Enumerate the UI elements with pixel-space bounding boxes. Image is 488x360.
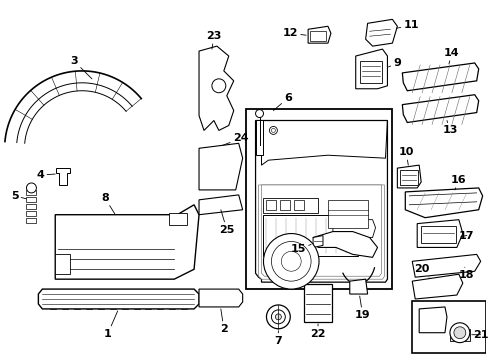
Bar bbox=[169, 213, 187, 225]
Polygon shape bbox=[56, 168, 70, 185]
Circle shape bbox=[449, 323, 469, 343]
Text: 15: 15 bbox=[290, 244, 310, 255]
Bar bbox=[263, 198, 317, 213]
Text: 23: 23 bbox=[206, 31, 221, 49]
Polygon shape bbox=[449, 329, 469, 341]
Circle shape bbox=[263, 234, 318, 289]
Text: 24: 24 bbox=[223, 133, 248, 145]
Text: 6: 6 bbox=[273, 93, 292, 111]
Polygon shape bbox=[261, 185, 381, 276]
Bar bbox=[266, 200, 276, 210]
Polygon shape bbox=[199, 46, 233, 130]
Circle shape bbox=[26, 183, 36, 193]
Polygon shape bbox=[355, 49, 386, 89]
Text: 9: 9 bbox=[387, 58, 401, 68]
Circle shape bbox=[266, 305, 290, 329]
Polygon shape bbox=[365, 19, 397, 46]
Polygon shape bbox=[402, 95, 478, 122]
Text: 13: 13 bbox=[441, 121, 457, 135]
Text: 19: 19 bbox=[354, 296, 370, 320]
Text: 7: 7 bbox=[274, 331, 282, 346]
Polygon shape bbox=[255, 121, 386, 282]
Text: 16: 16 bbox=[450, 175, 466, 190]
Text: 2: 2 bbox=[220, 309, 227, 334]
Text: 4: 4 bbox=[36, 170, 55, 180]
Circle shape bbox=[255, 109, 263, 117]
Polygon shape bbox=[312, 231, 377, 257]
Text: 25: 25 bbox=[219, 210, 234, 235]
Text: 12: 12 bbox=[282, 28, 305, 38]
Bar bbox=[26, 204, 36, 209]
Text: 10: 10 bbox=[398, 147, 413, 165]
Bar bbox=[26, 211, 36, 216]
Text: 20: 20 bbox=[414, 264, 429, 277]
Text: 5: 5 bbox=[11, 191, 26, 201]
Bar bbox=[245, 109, 391, 289]
Text: 21: 21 bbox=[471, 330, 488, 340]
Bar bbox=[26, 190, 36, 195]
Circle shape bbox=[275, 314, 281, 320]
Text: 14: 14 bbox=[443, 48, 459, 64]
Text: 8: 8 bbox=[101, 193, 115, 214]
Bar bbox=[420, 226, 455, 243]
Bar bbox=[327, 200, 367, 228]
Text: 18: 18 bbox=[458, 267, 473, 280]
Bar bbox=[304, 284, 331, 322]
Circle shape bbox=[281, 251, 301, 271]
Bar bbox=[280, 200, 290, 210]
Bar bbox=[255, 121, 263, 155]
Polygon shape bbox=[411, 274, 462, 299]
Polygon shape bbox=[307, 26, 330, 43]
Bar bbox=[309, 31, 325, 41]
Polygon shape bbox=[258, 185, 384, 279]
Circle shape bbox=[271, 129, 275, 132]
Polygon shape bbox=[38, 289, 199, 309]
Polygon shape bbox=[312, 235, 323, 247]
Polygon shape bbox=[349, 279, 367, 294]
Polygon shape bbox=[416, 220, 462, 247]
Bar bbox=[26, 218, 36, 222]
Polygon shape bbox=[405, 188, 482, 218]
Bar bbox=[294, 200, 304, 210]
Bar bbox=[411, 301, 485, 352]
Polygon shape bbox=[402, 63, 478, 91]
Bar bbox=[400, 170, 417, 185]
Bar bbox=[359, 61, 381, 83]
Circle shape bbox=[271, 310, 285, 324]
Text: 1: 1 bbox=[104, 311, 118, 339]
Circle shape bbox=[211, 79, 225, 93]
Polygon shape bbox=[411, 255, 480, 277]
Bar bbox=[263, 215, 357, 256]
Bar bbox=[55, 255, 70, 274]
Polygon shape bbox=[332, 220, 375, 238]
Text: 3: 3 bbox=[70, 56, 92, 79]
Polygon shape bbox=[199, 289, 242, 307]
Circle shape bbox=[453, 327, 465, 339]
Circle shape bbox=[269, 126, 277, 134]
Text: 22: 22 bbox=[310, 324, 325, 339]
Polygon shape bbox=[418, 307, 446, 333]
Polygon shape bbox=[397, 165, 420, 188]
Text: 17: 17 bbox=[458, 230, 473, 240]
Polygon shape bbox=[55, 205, 199, 279]
Bar bbox=[26, 197, 36, 202]
Circle shape bbox=[271, 242, 310, 281]
Polygon shape bbox=[199, 143, 242, 190]
Polygon shape bbox=[199, 195, 242, 215]
Text: 11: 11 bbox=[396, 20, 418, 30]
